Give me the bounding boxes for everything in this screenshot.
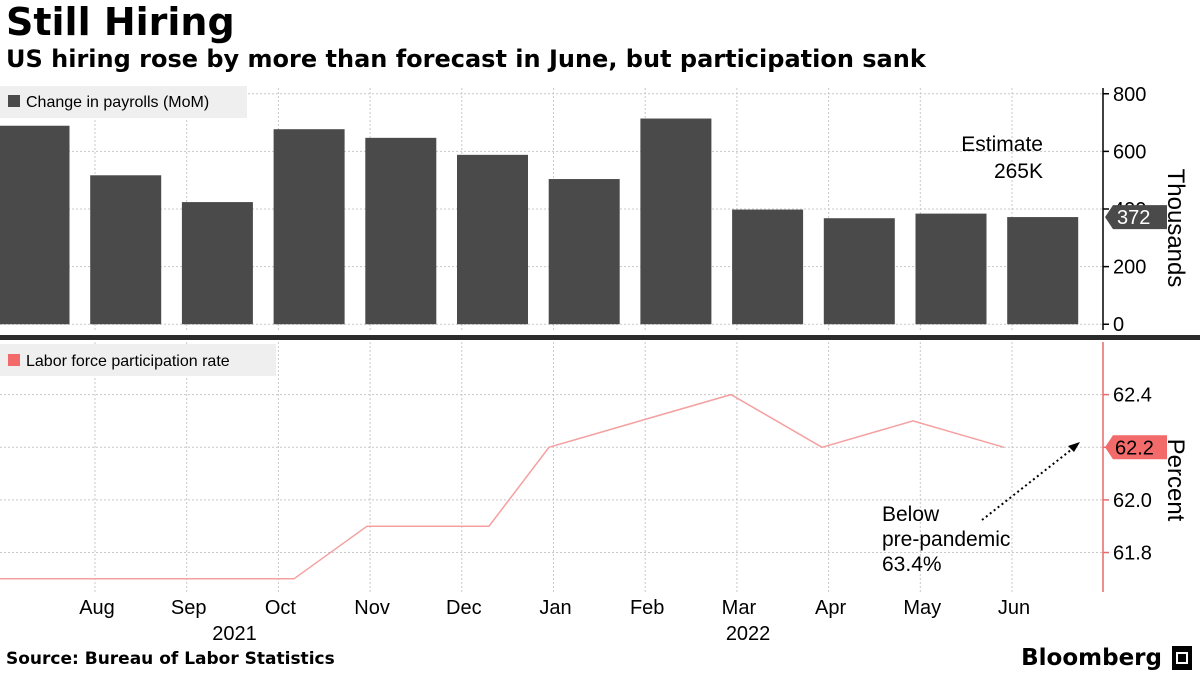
participation-y-tick-label: 62.0 (1113, 490, 1152, 512)
payrolls-legend-swatch (8, 95, 20, 107)
participation-y-tick-label: 61.8 (1113, 543, 1152, 565)
chart-title: Still Hiring (6, 0, 235, 44)
participation-last-value-label: 62.2 (1115, 437, 1154, 459)
x-year-label: 2022 (726, 623, 771, 642)
payroll-bar (90, 175, 162, 325)
x-axis: Aug Sep Oct Nov Dec Jan Feb Mar Apr May Jun 2021 202… (79, 597, 1030, 642)
payrolls-legend: Change in payrolls (MoM) (0, 86, 247, 118)
payroll-bar (823, 218, 895, 325)
payroll-bar (273, 129, 345, 325)
chart-subtitle: US hiring rose by more than forecast in … (6, 45, 926, 73)
participation-legend-bg (0, 344, 276, 376)
payroll-bar (365, 137, 437, 325)
x-tick-label: Sep (171, 597, 207, 619)
payrolls-last-value-label: 372 (1117, 207, 1150, 229)
participation-legend-swatch (8, 354, 20, 366)
payrolls-legend-label: Change in payrolls (MoM) (26, 94, 209, 111)
payrolls-bars (0, 118, 1079, 325)
participation-line (0, 393, 1005, 580)
x-year-label: 2021 (212, 623, 257, 642)
payroll-bar (0, 125, 70, 325)
payroll-bar (732, 209, 804, 325)
prepandemic-annotation-line3: 63.4% (882, 553, 942, 576)
payrolls-y-tick-label: 600 (1113, 141, 1146, 163)
estimate-annotation-line2: 265K (994, 160, 1043, 183)
participation-legend-label: Labor force participation rate (26, 353, 230, 370)
payrolls-y-axis-label: Thousands (1162, 169, 1189, 288)
participation-y-axis: 61.8 62.0 62.4 62.2 (1102, 342, 1167, 592)
participation-legend: Labor force participation rate (0, 344, 276, 376)
payrolls-legend-bg (0, 86, 247, 118)
payrolls-y-tick-label: 800 (1113, 84, 1146, 106)
prepandemic-annotation-arrow (981, 445, 1077, 521)
x-tick-label: Jun (998, 597, 1030, 619)
payrolls-last-value-badge (1105, 205, 1167, 230)
x-tick-label: Aug (79, 597, 115, 619)
payroll-bar (181, 202, 253, 325)
payrolls-y-axis: 0200400600800372 (1102, 84, 1167, 336)
payroll-bar (915, 213, 987, 325)
x-tick-label: Jan (539, 597, 571, 619)
panel-divider (0, 335, 1200, 340)
payrolls-y-tick-label: 200 (1113, 257, 1146, 279)
participation-series-line (0, 393, 1005, 580)
brand-name: Bloomberg (1021, 645, 1162, 671)
x-tick-label: Apr (815, 597, 846, 619)
chart-area: 0200400600800372 Change in payrolls (MoM… (0, 84, 1200, 642)
payroll-bar (548, 179, 620, 325)
prepandemic-annotation-line1: Below (882, 503, 940, 526)
payroll-bar (1007, 217, 1079, 325)
participation-last-value-badge (1105, 435, 1167, 460)
x-tick-label: Nov (354, 597, 390, 619)
x-tick-label: Feb (630, 597, 664, 619)
payrolls-y-tick-label: 0 (1113, 314, 1124, 336)
bloomberg-logo-icon (1172, 646, 1192, 670)
prepandemic-annotation-arrowhead (1068, 442, 1080, 452)
participation-y-axis-label: Percent (1162, 439, 1189, 522)
source-note: Source: Bureau of Labor Statistics (6, 649, 335, 669)
x-tick-label: May (903, 597, 941, 619)
x-tick-label: Oct (265, 597, 297, 619)
participation-y-tick-label: 62.4 (1113, 385, 1152, 407)
payroll-bar (457, 154, 528, 325)
estimate-annotation-line1: Estimate (961, 133, 1043, 156)
participation-gridlines (0, 342, 1103, 592)
prepandemic-annotation-line2: pre-pandemic (882, 528, 1010, 551)
payroll-bar (640, 118, 712, 325)
x-tick-label: Mar (722, 597, 757, 619)
x-tick-label: Dec (446, 597, 482, 619)
